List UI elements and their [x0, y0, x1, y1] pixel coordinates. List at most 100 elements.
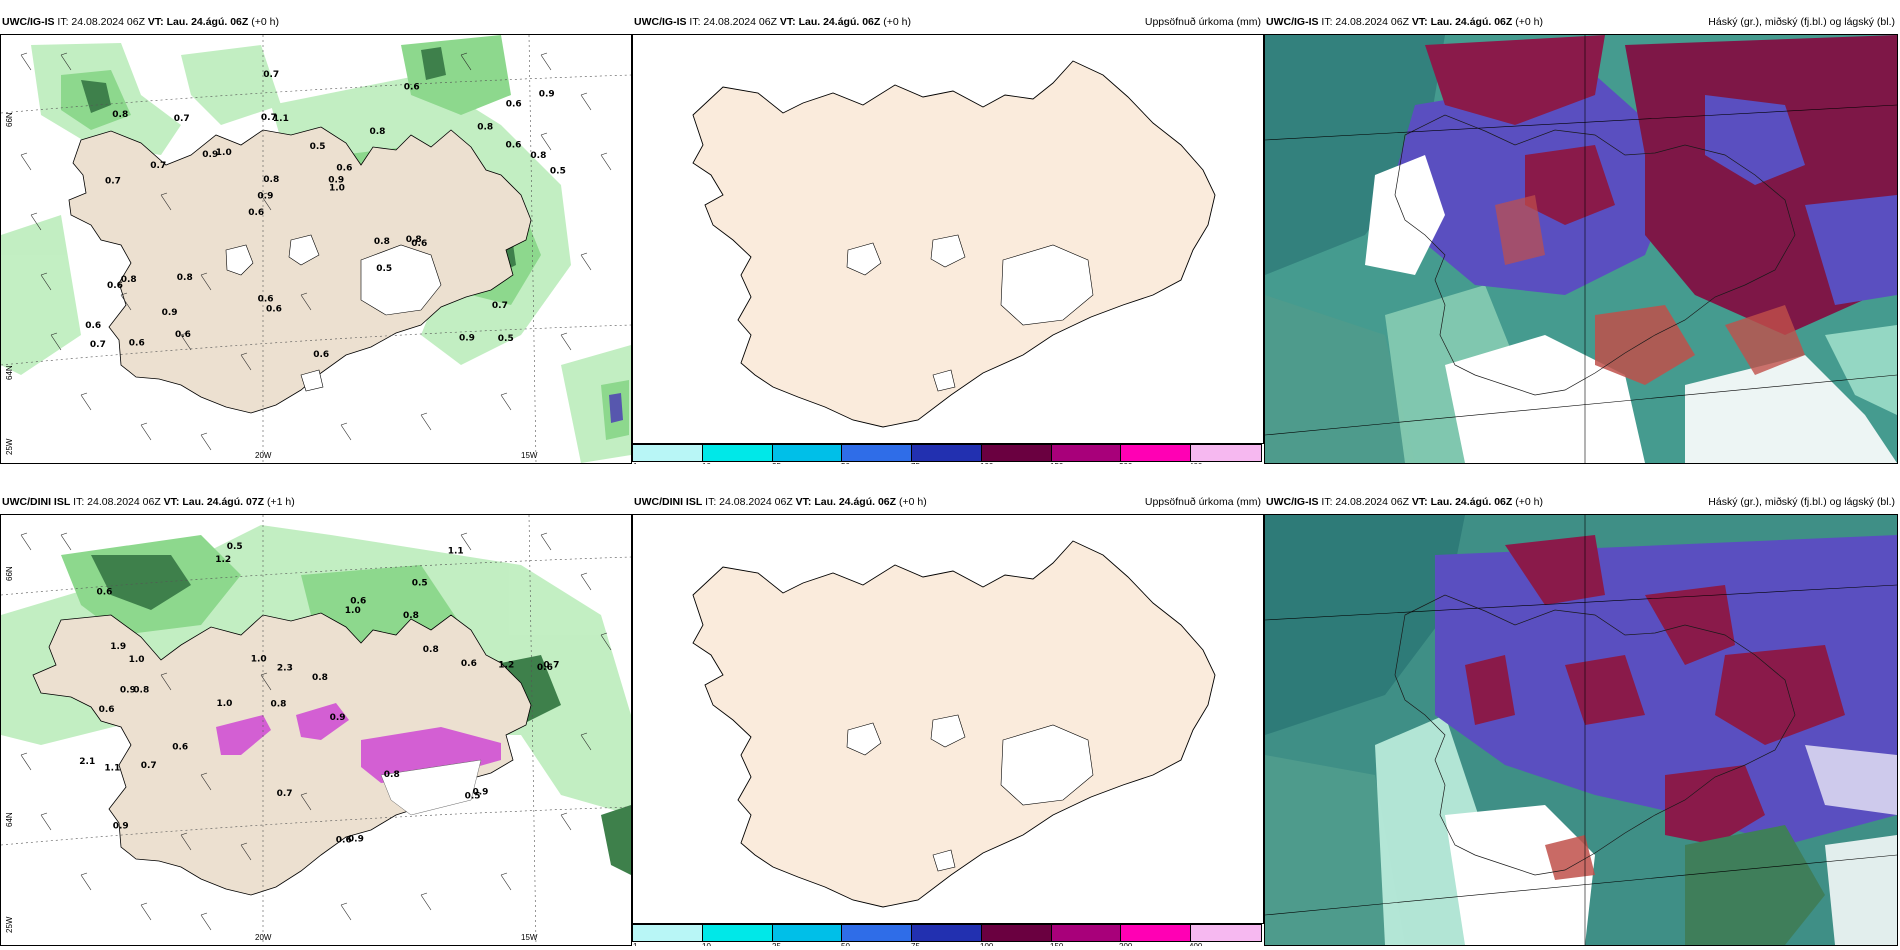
precip-value-label: 0.9: [120, 686, 136, 696]
colorbar-swatch: [842, 445, 913, 461]
field-label: Uppsöfnuð úrkoma (mm): [1144, 16, 1261, 28]
colorbar-swatch: [772, 445, 843, 461]
precip-value-label: 0.5: [227, 542, 243, 552]
lon-25w-label: 25W: [5, 438, 14, 455]
precip-value-label: 0.8: [406, 235, 422, 245]
colorbar-swatch: [633, 925, 703, 941]
precip-value-label: 1.2: [498, 661, 514, 671]
cb-tick: 200: [1119, 942, 1132, 946]
panel-top-right: UWC/IG-IS IT: 24.08.2024 06Z VT: Lau. 24…: [1264, 12, 1898, 464]
precip-value-label: 0.9: [348, 835, 364, 845]
colorbar-swatch: [912, 445, 982, 461]
precip-value-label: 0.6: [85, 321, 101, 331]
precip-value-label: 2.3: [277, 664, 293, 674]
lat-64n-label: 64N: [5, 365, 14, 380]
precip-colorbar: [632, 444, 1262, 462]
precip-value-label: 0.6: [175, 330, 191, 340]
precip-value-label: 1.0: [129, 655, 145, 665]
precip-value-label: 0.7: [174, 114, 190, 124]
precip-value-label: 0.8: [374, 237, 390, 247]
precip-value-label: 0.6: [266, 305, 282, 315]
accumulated-precip-map[interactable]: [632, 514, 1264, 924]
precip-value-label: 0.6: [99, 705, 115, 715]
cb-tick: 1: [633, 462, 637, 464]
precip-value-label: 0.7: [277, 789, 293, 799]
panel-top-middle: UWC/IG-IS IT: 24.08.2024 06Z VT: Lau. 24…: [632, 12, 1264, 464]
precip-value-label: 0.6: [97, 587, 113, 597]
cb-tick: 75: [911, 462, 920, 464]
precip-value-label: 0.9: [328, 175, 344, 185]
colorbar-swatch: [842, 925, 913, 941]
cb-tick: 150: [1050, 942, 1063, 946]
lat-66n-label: 66N: [5, 112, 14, 127]
precip-value-label: 0.6: [129, 339, 145, 349]
precip-value-label: 0.6: [336, 836, 352, 846]
precip-value-label: 0.9: [162, 308, 178, 318]
lon-20w-label: 20W: [255, 933, 272, 942]
lon-15w-label: 15W: [521, 451, 538, 460]
precip-value-label: 0.9: [539, 89, 555, 99]
colorbar-swatch: [702, 925, 773, 941]
wind-precip-map[interactable]: 0.5 0.7 0.6 0.6 0.8 0.6 0.7 0.5 0.8 1.0 0.6 0.9 1.1 0…: [0, 34, 632, 464]
precip-value-label: 0.8: [112, 110, 128, 120]
precip-value-label: 0.9: [330, 713, 346, 723]
precip-value-label: 0.7: [263, 70, 279, 80]
field-label: Uppsöfnuð úrkoma (mm): [1144, 496, 1261, 508]
colorbar-swatch: [1121, 445, 1192, 461]
colorbar-swatch: [633, 445, 703, 461]
colorbar-swatch: [1121, 925, 1192, 941]
iceland-land: [68, 126, 532, 414]
precip-value-label: 1.1: [448, 547, 464, 557]
precip-value-label: 0.8: [121, 275, 137, 285]
precip-value-label: 0.5: [310, 142, 326, 152]
panel-bottom-middle: UWC/DINI ISL IT: 24.08.2024 06Z VT: Lau.…: [632, 492, 1264, 946]
cloud-cover-map[interactable]: [1264, 514, 1898, 946]
precip-value-label: 1.2: [215, 555, 231, 565]
precip-value-label: 0.7: [150, 161, 166, 171]
precip-value-label: 0.8: [477, 122, 493, 132]
precip-value-label: 0.9: [459, 334, 475, 344]
precip-value-label: 0.9: [202, 150, 218, 160]
precip-value-label: 0.7: [492, 301, 508, 311]
precip-value-label: 0.5: [465, 791, 481, 801]
precip-value-label: 1.1: [104, 764, 120, 774]
precip-value-label: 1.1: [273, 114, 289, 124]
colorbar-swatch: [981, 445, 1052, 461]
field-label: Háský (gr.), miðský (fj.bl.) og lágský (…: [1708, 16, 1895, 28]
cb-tick: 100: [980, 462, 993, 464]
precip-value-label: 0.6: [258, 295, 274, 305]
precip-value-label: 1.0: [345, 606, 361, 616]
panel-title: UWC/IG-IS IT: 24.08.2024 06Z VT: Lau. 24…: [1266, 16, 1543, 28]
precip-value-label: 0.6: [537, 663, 553, 673]
cb-tick: 50: [841, 942, 850, 946]
cb-tick: 400: [1189, 462, 1202, 464]
cb-tick: 25: [772, 462, 781, 464]
lat-64n-label: 64N: [5, 812, 14, 827]
wind-precip-map[interactable]: 0.5 0.5 0.6 0.8 0.9 0.8 0.6 0.8 0.6 1.0 0.8 0.9 1.2 1…: [0, 514, 632, 946]
cb-tick: 75: [911, 942, 920, 946]
accumulated-precip-map[interactable]: [632, 34, 1264, 444]
lon-25w-label: 25W: [5, 916, 14, 933]
precip-value-label: 0.5: [412, 579, 428, 589]
precip-value-label: 0.6: [350, 597, 366, 607]
precip-value-label: 0.8: [370, 127, 386, 137]
colorbar-swatch: [1191, 925, 1261, 941]
precip-value-label: 0.8: [263, 175, 279, 185]
lat-66n-label: 66N: [5, 566, 14, 581]
precip-value-label: 0.6: [107, 281, 123, 291]
precip-value-label: 0.6: [506, 100, 522, 110]
panel-title: UWC/DINI ISL IT: 24.08.2024 06Z VT: Lau.…: [634, 496, 927, 508]
precip-value-label: 0.5: [550, 167, 566, 177]
precip-value-label: 0.6: [248, 208, 264, 218]
cb-tick: 400: [1189, 942, 1202, 946]
precip-value-label: 0.8: [384, 770, 400, 780]
colorbar-swatch: [1051, 925, 1122, 941]
colorbar-swatch: [1051, 445, 1122, 461]
cb-tick: 100: [980, 942, 993, 946]
panel-bottom-right: UWC/IG-IS IT: 24.08.2024 06Z VT: Lau. 24…: [1264, 492, 1898, 946]
cloud-cover-map[interactable]: [1264, 34, 1898, 464]
wind-barbs: [20, 52, 612, 451]
precip-value-label: 0.8: [530, 151, 546, 161]
precip-value-label: 1.0: [217, 699, 233, 709]
cb-tick: 10: [702, 462, 711, 464]
